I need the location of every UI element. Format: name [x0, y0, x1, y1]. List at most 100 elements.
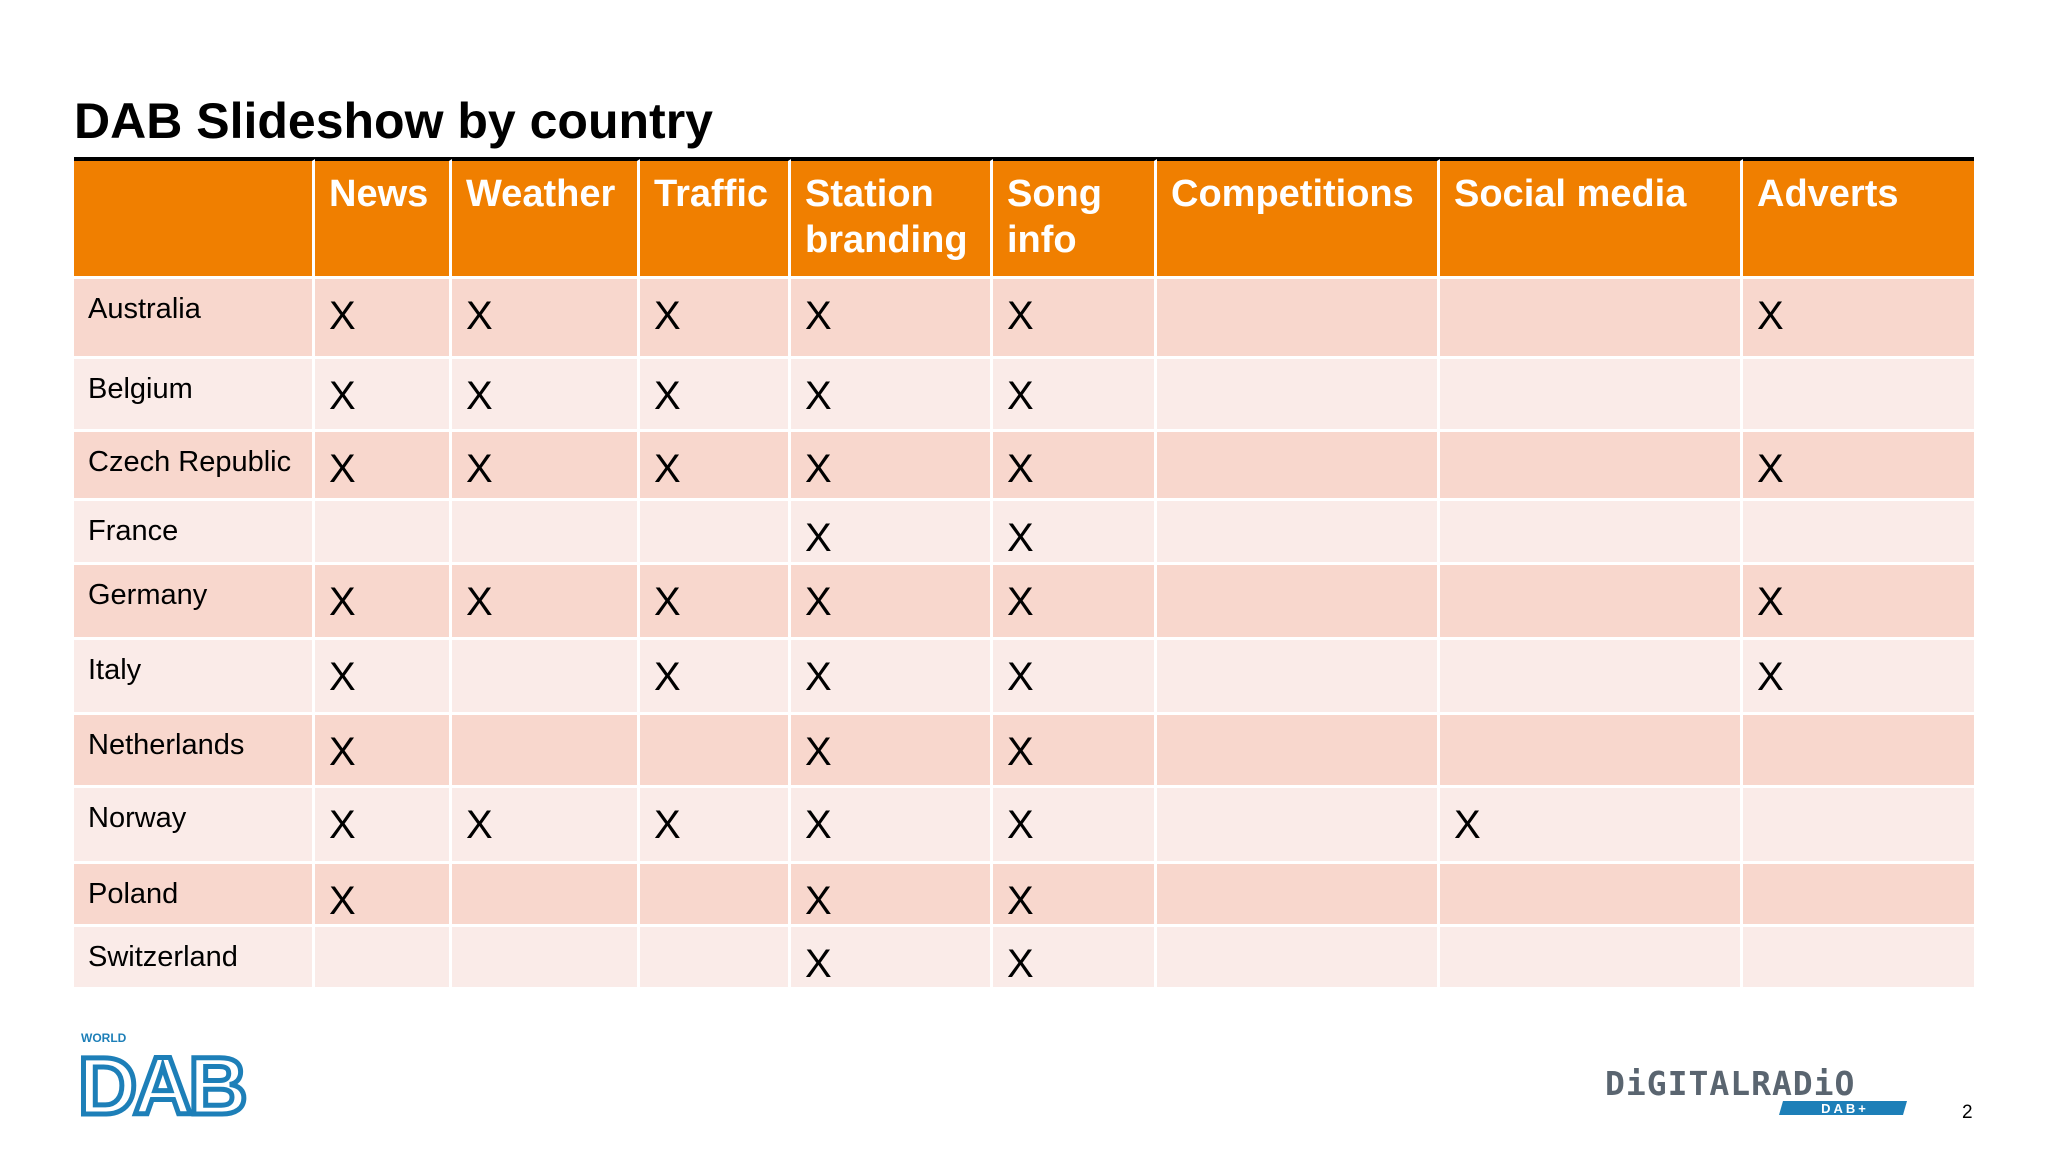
cell-traffic [640, 501, 791, 565]
cell-news: X [315, 359, 452, 432]
column-header-weather: Weather [452, 159, 640, 279]
cell-weather [452, 927, 640, 990]
cell-station-branding: X [791, 927, 993, 990]
cell-competitions [1157, 279, 1440, 359]
column-header-traffic: Traffic [640, 159, 791, 279]
cell-news: X [315, 565, 452, 640]
cell-social-media [1440, 640, 1743, 715]
cell-song-info: X [993, 715, 1157, 788]
cell-station-branding: X [791, 715, 993, 788]
cell-traffic: X [640, 279, 791, 359]
cell-traffic: X [640, 432, 791, 501]
cell-song-info: X [993, 565, 1157, 640]
cell-traffic [640, 864, 791, 927]
cell-social-media [1440, 715, 1743, 788]
cell-station-branding: X [791, 788, 993, 864]
cell-song-info: X [993, 640, 1157, 715]
cell-weather: X [452, 788, 640, 864]
slide-title: DAB Slideshow by country [74, 93, 713, 149]
table-row: Germany X X X X X X [74, 565, 1974, 640]
cell-song-info: X [993, 432, 1157, 501]
cell-adverts: X [1743, 432, 1974, 501]
column-header-country [74, 159, 315, 279]
cell-weather [452, 640, 640, 715]
cell-station-branding: X [791, 359, 993, 432]
column-header-competitions: Competitions [1157, 159, 1440, 279]
cell-competitions [1157, 864, 1440, 927]
cell-weather: X [452, 279, 640, 359]
cell-station-branding: X [791, 279, 993, 359]
country-cell: Norway [74, 788, 315, 864]
cell-competitions [1157, 565, 1440, 640]
cell-news: X [315, 432, 452, 501]
table-row: Netherlands X X X [74, 715, 1974, 788]
cell-competitions [1157, 715, 1440, 788]
cell-song-info: X [993, 359, 1157, 432]
table-row: France X X [74, 501, 1974, 565]
cell-adverts [1743, 501, 1974, 565]
cell-traffic: X [640, 359, 791, 432]
table-row: Norway X X X X X X [74, 788, 1974, 864]
cell-traffic [640, 927, 791, 990]
world-dab-logo-main-text: DAB [78, 1041, 244, 1120]
cell-adverts: X [1743, 279, 1974, 359]
cell-news: X [315, 715, 452, 788]
cell-adverts: X [1743, 565, 1974, 640]
cell-adverts [1743, 927, 1974, 990]
cell-news: X [315, 640, 452, 715]
table-row: Czech Republic X X X X X X [74, 432, 1974, 501]
cell-social-media [1440, 501, 1743, 565]
cell-news: X [315, 864, 452, 927]
cell-social-media [1440, 279, 1743, 359]
country-feature-table: News Weather Traffic Station branding So… [74, 159, 1974, 990]
column-header-song-info: Song info [993, 159, 1157, 279]
cell-song-info: X [993, 788, 1157, 864]
cell-social-media [1440, 565, 1743, 640]
column-header-adverts: Adverts [1743, 159, 1974, 279]
table-row: Switzerland X X [74, 927, 1974, 990]
cell-social-media [1440, 864, 1743, 927]
country-cell: Australia [74, 279, 315, 359]
cell-competitions [1157, 788, 1440, 864]
cell-traffic: X [640, 640, 791, 715]
dab-plus-banner [1779, 1101, 1907, 1115]
cell-adverts [1743, 788, 1974, 864]
cell-station-branding: X [791, 640, 993, 715]
cell-weather: X [452, 565, 640, 640]
column-header-news: News [315, 159, 452, 279]
cell-competitions [1157, 927, 1440, 990]
cell-traffic: X [640, 565, 791, 640]
cell-social-media: X [1440, 788, 1743, 864]
page-number: 2 [1962, 1102, 1973, 1123]
table-row: Poland X X X [74, 864, 1974, 927]
cell-adverts [1743, 864, 1974, 927]
cell-adverts: X [1743, 640, 1974, 715]
cell-station-branding: X [791, 864, 993, 927]
country-cell: Germany [74, 565, 315, 640]
table-row: Australia X X X X X X [74, 279, 1974, 359]
dab-plus-logo-text: DAB+ [1821, 1101, 1869, 1116]
cell-news: X [315, 788, 452, 864]
cell-traffic: X [640, 788, 791, 864]
title-divider [74, 157, 1974, 159]
country-cell: Poland [74, 864, 315, 927]
cell-adverts [1743, 715, 1974, 788]
cell-song-info: X [993, 927, 1157, 990]
cell-weather: X [452, 359, 640, 432]
table-row: Belgium X X X X X [74, 359, 1974, 432]
cell-news [315, 501, 452, 565]
cell-station-branding: X [791, 565, 993, 640]
cell-weather [452, 715, 640, 788]
cell-social-media [1440, 432, 1743, 501]
column-header-social-media: Social media [1440, 159, 1743, 279]
cell-competitions [1157, 432, 1440, 501]
country-cell: Switzerland [74, 927, 315, 990]
country-cell: Belgium [74, 359, 315, 432]
cell-weather [452, 501, 640, 565]
country-cell: Czech Republic [74, 432, 315, 501]
cell-competitions [1157, 501, 1440, 565]
column-header-station-branding: Station branding [791, 159, 993, 279]
country-cell: Netherlands [74, 715, 315, 788]
country-cell: France [74, 501, 315, 565]
